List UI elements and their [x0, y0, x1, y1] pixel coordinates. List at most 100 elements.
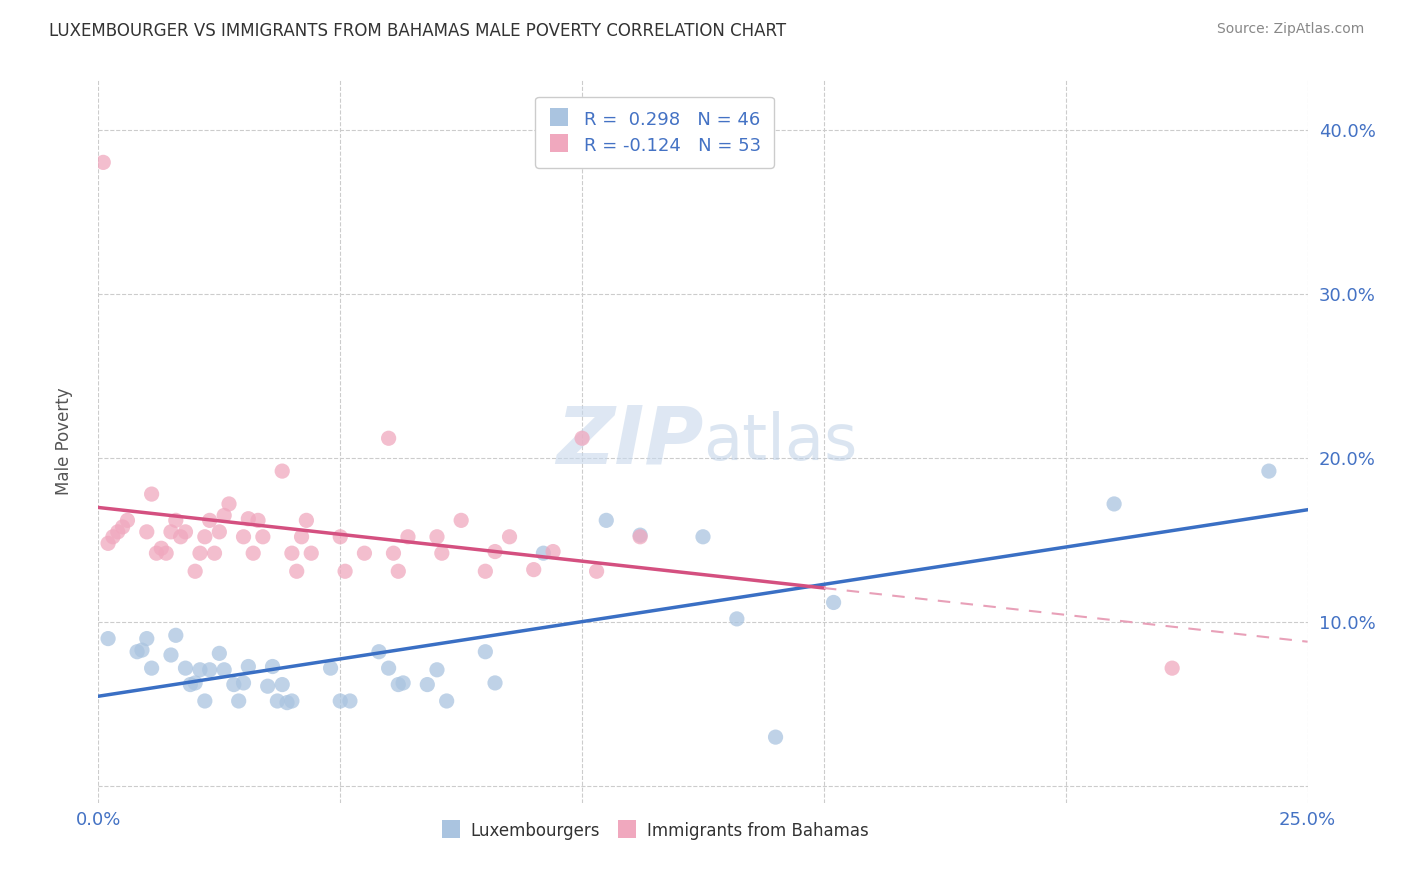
Point: [333, 564, 356, 578]
Point: [484, 544, 506, 558]
Point: [1161, 661, 1184, 675]
Point: [628, 530, 651, 544]
Point: [232, 676, 254, 690]
Point: [271, 677, 294, 691]
Point: [238, 659, 260, 673]
Point: [155, 546, 177, 560]
Point: [256, 679, 278, 693]
Point: [184, 564, 207, 578]
Point: [450, 513, 472, 527]
Point: [1102, 497, 1125, 511]
Point: [692, 530, 714, 544]
Point: [416, 677, 439, 691]
Point: [436, 694, 458, 708]
Point: [523, 563, 546, 577]
Point: [111, 520, 134, 534]
Point: [541, 544, 564, 558]
Point: [387, 564, 409, 578]
Point: [212, 663, 235, 677]
Point: [232, 530, 254, 544]
Point: [765, 730, 787, 744]
Point: [1257, 464, 1279, 478]
Point: [150, 541, 173, 556]
Point: [208, 524, 231, 539]
Point: [271, 464, 294, 478]
Point: [160, 524, 183, 539]
Point: [426, 663, 449, 677]
Point: [91, 155, 114, 169]
Point: [377, 431, 399, 445]
Point: [823, 595, 845, 609]
Point: [531, 546, 554, 560]
Point: [281, 694, 304, 708]
Point: [204, 546, 226, 560]
Point: [247, 513, 270, 527]
Text: atlas: atlas: [703, 410, 858, 473]
Point: [135, 632, 157, 646]
Point: [299, 546, 322, 560]
Point: [212, 508, 235, 523]
Point: [377, 661, 399, 675]
Point: [430, 546, 453, 560]
Point: [382, 546, 405, 560]
Point: [426, 530, 449, 544]
Point: [368, 645, 391, 659]
Point: [295, 513, 318, 527]
Point: [97, 536, 120, 550]
Point: [285, 564, 308, 578]
Point: [135, 524, 157, 539]
Point: [281, 546, 304, 560]
Point: [725, 612, 748, 626]
Point: [141, 487, 163, 501]
Point: [262, 659, 284, 673]
Point: [498, 530, 520, 544]
Point: [188, 546, 211, 560]
Y-axis label: Male Poverty: Male Poverty: [55, 388, 73, 495]
Point: [353, 546, 375, 560]
Point: [127, 645, 149, 659]
Point: [387, 677, 409, 691]
Point: [266, 694, 288, 708]
Point: [484, 676, 506, 690]
Point: [396, 530, 419, 544]
Point: [595, 513, 617, 527]
Point: [392, 676, 415, 690]
Point: [107, 524, 129, 539]
Point: [339, 694, 361, 708]
Point: [184, 676, 207, 690]
Point: [141, 661, 163, 675]
Point: [194, 694, 217, 708]
Point: [228, 694, 250, 708]
Point: [319, 661, 342, 675]
Point: [198, 513, 221, 527]
Point: [238, 512, 260, 526]
Point: [165, 513, 187, 527]
Text: LUXEMBOURGER VS IMMIGRANTS FROM BAHAMAS MALE POVERTY CORRELATION CHART: LUXEMBOURGER VS IMMIGRANTS FROM BAHAMAS …: [49, 22, 786, 40]
Point: [174, 524, 197, 539]
Point: [474, 645, 496, 659]
Point: [329, 530, 352, 544]
Point: [179, 677, 201, 691]
Point: [165, 628, 187, 642]
Point: [252, 530, 274, 544]
Point: [97, 632, 120, 646]
Point: [208, 646, 231, 660]
Point: [169, 530, 191, 544]
Point: [101, 530, 124, 544]
Point: [145, 546, 167, 560]
Point: [160, 648, 183, 662]
Legend: Luxembourgers, Immigrants from Bahamas: Luxembourgers, Immigrants from Bahamas: [432, 814, 877, 848]
Point: [117, 513, 139, 527]
Point: [131, 643, 153, 657]
Point: [585, 564, 607, 578]
Point: [628, 528, 651, 542]
Point: [198, 663, 221, 677]
Point: [174, 661, 197, 675]
Point: [474, 564, 496, 578]
Point: [290, 530, 312, 544]
Point: [276, 696, 298, 710]
Point: [188, 663, 211, 677]
Point: [194, 530, 217, 544]
Point: [329, 694, 352, 708]
Text: ZIP: ZIP: [555, 402, 703, 481]
